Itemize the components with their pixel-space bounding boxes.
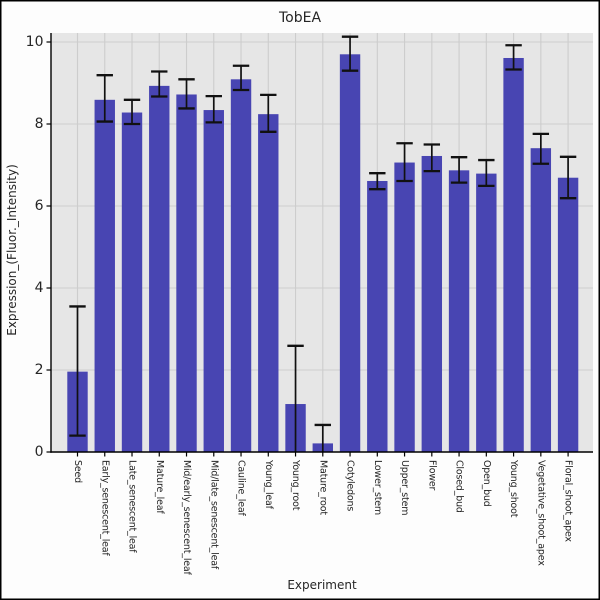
x-tick-label: Early_senescent_leaf bbox=[99, 460, 110, 556]
bar-Open_bud bbox=[476, 173, 497, 453]
y-tick-label: 6 bbox=[35, 198, 44, 214]
bar-Early_senescent_leaf bbox=[94, 99, 115, 452]
bar-Lower_stem bbox=[367, 180, 388, 453]
bar-Mid/early_senescent_leaf bbox=[176, 94, 197, 452]
x-tick-label: Lower_stem bbox=[372, 460, 383, 515]
x-tick-label: Open_bud bbox=[481, 460, 492, 507]
bar-Cauline_leaf bbox=[230, 79, 252, 452]
bar-Young_leaf bbox=[258, 114, 279, 452]
x-tick-label: Late_senescent_leaf bbox=[127, 460, 138, 553]
bar-Vegetative_shoot_apex bbox=[530, 148, 552, 452]
y-tick-label: 0 bbox=[35, 444, 44, 460]
x-tick-label: Closed_bud bbox=[454, 460, 465, 513]
bar-Late_senescent_leaf bbox=[121, 112, 143, 453]
bar-Cotyledons bbox=[339, 54, 361, 453]
x-tick-label: Mature_root bbox=[317, 460, 328, 515]
x-tick-label: Seed bbox=[72, 460, 83, 483]
x-axis-label: Experiment bbox=[287, 578, 357, 592]
bar-Upper_stem bbox=[394, 162, 415, 453]
y-tick-label: 8 bbox=[35, 116, 44, 132]
x-tick-label: Floral_shoot_apex bbox=[563, 460, 574, 542]
y-tick-label: 2 bbox=[35, 362, 44, 378]
bar-Mature_leaf bbox=[149, 85, 170, 453]
bar-Floral_shoot_apex bbox=[557, 177, 579, 452]
x-tick-label: Upper_stem bbox=[399, 460, 410, 515]
chart-title: TobEA bbox=[278, 10, 321, 26]
x-tick-label: Cotyledons bbox=[345, 460, 356, 511]
x-tick-label: Cauline_leaf bbox=[236, 460, 247, 516]
y-tick-label: 4 bbox=[35, 280, 44, 296]
x-tick-label: Mid/late_senescent_leaf bbox=[208, 460, 219, 570]
x-tick-label: Young_root bbox=[290, 459, 301, 511]
y-tick-label: 10 bbox=[26, 34, 44, 50]
x-tick-label: Vegetative_shoot_apex bbox=[535, 460, 546, 566]
bar-Young_shoot bbox=[503, 57, 524, 453]
bar-Flower bbox=[421, 155, 443, 453]
x-tick-label: Mature_leaf bbox=[154, 460, 165, 514]
y-axis-label: Expression_(Fluor._Intensity) bbox=[5, 164, 19, 336]
bar-Closed_bud bbox=[448, 170, 470, 452]
x-tick-label: Flower bbox=[426, 460, 437, 491]
x-tick-label: Young_leaf bbox=[263, 459, 274, 510]
x-tick-label: Young_shoot bbox=[508, 459, 519, 518]
bar-Mid/late_senescent_leaf bbox=[203, 110, 224, 452]
x-tick-label: Mid/early_senescent_leaf bbox=[181, 460, 192, 576]
